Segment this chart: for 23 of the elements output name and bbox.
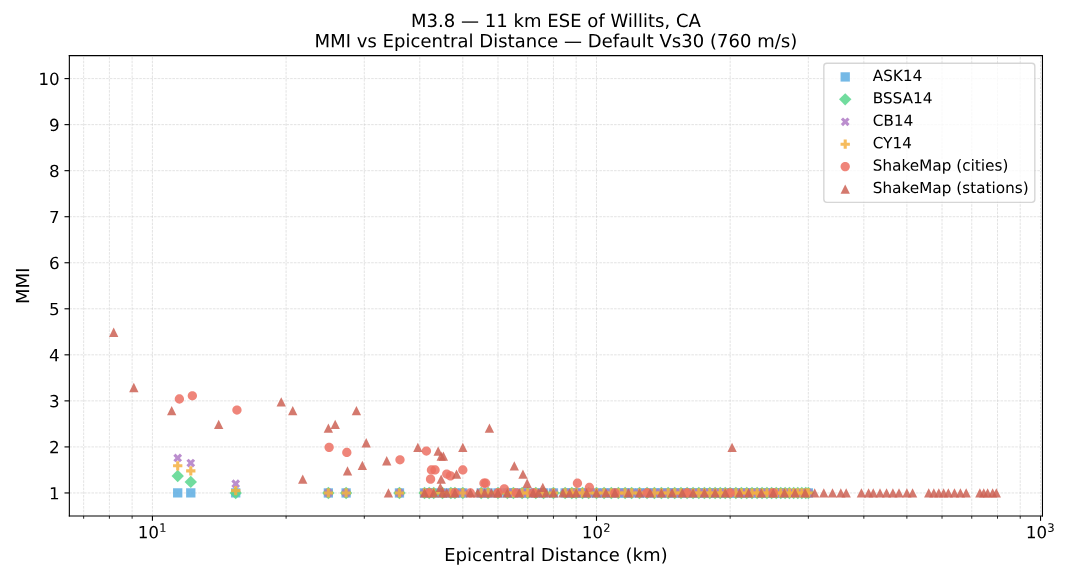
legend-label: BSSA14 [874,92,932,104]
y-tick-label: 1 [50,487,59,500]
y-axis-title: MMI [15,269,30,303]
y-tick-label: 10 [40,72,59,86]
x-axis-title: Epicentral Distance (km) [445,547,667,565]
y-tick-label: 5 [50,302,59,316]
y-tick-label: 3 [50,394,59,408]
legend-label: CB14 [873,114,913,126]
y-tick-label: 8 [50,164,59,178]
x-tick-label: 10$^{1}$ [139,523,166,539]
y-tick-label: 7 [50,210,59,224]
y-tick-label: 9 [50,118,59,132]
legend-label: ASK14 [872,69,922,82]
legend-label: ShakeMap (cities) [873,159,1008,174]
chart-subtitle: MMI vs Epicentral Distance — Default Vs30 (760 m/s) [316,33,796,51]
chart-title: M3.8 — 11 km ESE of Willits, CA [412,13,701,30]
legend-label: ShakeMap (stations) [873,181,1028,197]
y-tick-label: 4 [49,349,59,362]
legend-label: CY14 [873,136,912,149]
y-tick-label: 6 [50,256,59,270]
x-tick-label: 10$^{3}$ [1027,523,1054,539]
x-tick-label: 10$^{2}$ [583,523,610,539]
y-tick-label: 2 [50,440,58,454]
